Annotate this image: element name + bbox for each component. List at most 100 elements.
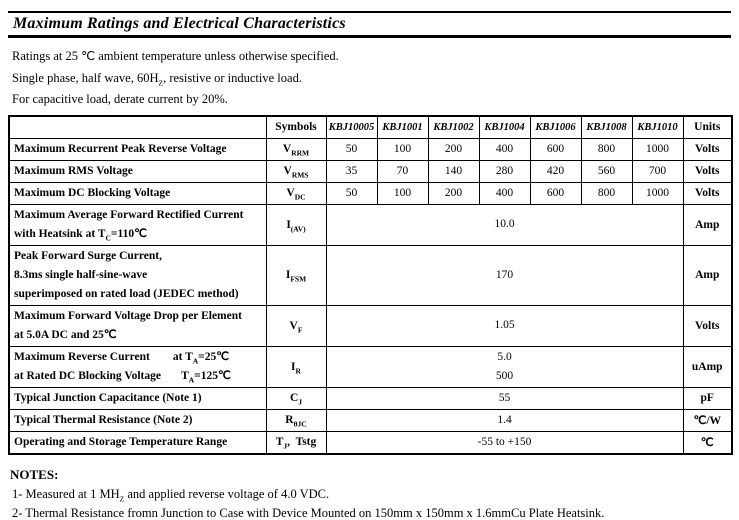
unit-cell: uAmp	[682, 345, 733, 388]
symbol-cell: RθJC	[265, 408, 327, 432]
unit-cell: Volts	[682, 304, 733, 347]
value-cell: 560	[580, 159, 633, 183]
value-cell: 1000	[631, 181, 684, 205]
symbol-cell: VDC	[265, 181, 327, 205]
param-line: Maximum Average Forward Rectified Curren…	[14, 208, 244, 221]
value-line: 5.0	[497, 350, 512, 363]
param-line: Maximum Recurrent Peak Reverse Voltage	[14, 142, 227, 155]
model-header: KBJ1010	[631, 115, 684, 139]
param-cell: Maximum Recurrent Peak Reverse Voltage	[8, 137, 267, 161]
unit-cell: Volts	[682, 159, 733, 183]
notes-heading: NOTES:	[10, 466, 59, 482]
value-line: 10.0	[494, 218, 515, 230]
param-line: at Rated DC Blocking Voltage TA=125℃	[14, 369, 231, 384]
param-line: Typical Junction Capacitance (Note 1)	[14, 391, 202, 404]
table-header-row: Symbols KBJ10005 KBJ1001 KBJ1002 KBJ1004 KBJ1…	[8, 115, 733, 139]
value-cell: 10.0	[325, 203, 684, 246]
param-cell: Maximum Reverse Current at TA=25℃ at Rate…	[8, 345, 267, 388]
param-cell: Maximum Forward Voltage Drop per Element…	[8, 304, 267, 347]
top-rule	[8, 11, 731, 13]
param-header	[8, 115, 267, 139]
page-title: Maximum Ratings and Electrical Character…	[13, 15, 346, 32]
unit-cell: Amp	[682, 203, 733, 246]
units-header: Units	[682, 115, 733, 139]
table-row: Maximum Average Forward Rectified Curren…	[8, 203, 733, 246]
value-cell: 400	[478, 137, 531, 161]
table-row: Typical Thermal Resistance (Note 2) RθJC 1…	[8, 408, 733, 432]
param-line: Maximum Reverse Current at TA=25℃	[14, 350, 230, 365]
table-head: Symbols KBJ10005 KBJ1001 KBJ1002 KBJ1004 KBJ1…	[8, 115, 733, 139]
intro-line-capacitive: For capacitive load, derate current by 2…	[12, 92, 228, 106]
unit-cell: ℃	[682, 430, 733, 454]
value-cell: 200	[427, 137, 480, 161]
value-cell: 800	[580, 181, 633, 205]
table-row: Typical Junction Capacitance (Note 1) CJ 5…	[8, 386, 733, 410]
value-cell: 5.0 500	[325, 345, 684, 388]
param-line: at 5.0A DC and 25℃	[14, 328, 117, 341]
value-cell: 140	[427, 159, 480, 183]
value-cell: 170	[325, 244, 684, 306]
param-cell: Operating and Storage Temperature Range	[8, 430, 267, 454]
value-cell: 600	[529, 137, 582, 161]
value-cell: 1.05	[325, 304, 684, 347]
symbol-cell: IR	[265, 345, 327, 388]
param-cell: Maximum DC Blocking Voltage	[8, 181, 267, 205]
param-line: Maximum RMS Voltage	[14, 164, 133, 177]
param-line: Maximum Forward Voltage Drop per Element	[14, 309, 242, 322]
unit-cell: pF	[682, 386, 733, 410]
note-item-1: 1- Measured at 1 MHZ and applied reverse…	[12, 487, 330, 504]
model-header: KBJ10005	[325, 115, 378, 139]
param-cell: Typical Thermal Resistance (Note 2)	[8, 408, 267, 432]
param-line: Maximum DC Blocking Voltage	[14, 186, 171, 199]
value-cell: 800	[580, 137, 633, 161]
param-line: with Heatsink at TC=110℃	[14, 227, 147, 242]
param-cell: Peak Forward Surge Current, 8.3ms single …	[8, 244, 267, 306]
value-line: 55	[498, 391, 511, 404]
value-cell: 400	[478, 181, 531, 205]
value-cell: 70	[376, 159, 429, 183]
title-underline-rule	[8, 35, 731, 38]
table-row: Maximum DC Blocking Voltage VDC 50 100 200 40…	[8, 181, 733, 205]
intro-line-ratings: Ratings at 25 ℃ ambient temperature unle…	[12, 49, 339, 63]
table-row: Maximum RMS Voltage VRMS 35 70 140 280 420 560 7…	[8, 159, 733, 183]
value-cell: 50	[325, 181, 378, 205]
table-row: Peak Forward Surge Current, 8.3ms single …	[8, 244, 733, 306]
value-cell: 420	[529, 159, 582, 183]
unit-cell: Amp	[682, 244, 733, 306]
value-cell: -55 to +150	[325, 430, 684, 454]
table-row: Maximum Reverse Current at TA=25℃ at Rate…	[8, 345, 733, 388]
value-cell: 1.4	[325, 408, 684, 432]
value-cell: 100	[376, 181, 429, 205]
notes-section: NOTES: 1- Measured at 1 MHZ and applied …	[8, 467, 731, 520]
table-row: Maximum Recurrent Peak Reverse Voltage VR…	[8, 137, 733, 161]
value-line: 500	[495, 369, 514, 382]
symbol-cell: IFSM	[265, 244, 327, 306]
symbol-cell: VRMS	[265, 159, 327, 183]
value-cell: 600	[529, 181, 582, 205]
symbol-cell: CJ	[265, 386, 327, 410]
value-cell: 280	[478, 159, 531, 183]
ratings-table: Symbols KBJ10005 KBJ1001 KBJ1002 KBJ1004 KBJ1…	[8, 114, 733, 455]
model-header: KBJ1006	[529, 115, 582, 139]
symbol-cell: TJ, Tstg	[265, 430, 327, 454]
param-cell: Typical Junction Capacitance (Note 1)	[8, 386, 267, 410]
value-cell: 55	[325, 386, 684, 410]
value-line: 170	[495, 268, 514, 281]
table-body: Maximum Recurrent Peak Reverse Voltage VR…	[8, 137, 733, 454]
value-cell: 700	[631, 159, 684, 183]
model-header: KBJ1002	[427, 115, 480, 139]
param-line: Typical Thermal Resistance (Note 2)	[14, 413, 193, 426]
param-line: superimposed on rated load (JEDEC method…	[14, 287, 239, 300]
unit-cell: Volts	[682, 137, 733, 161]
symbols-header: Symbols	[265, 115, 327, 139]
note-item-2: 2- Thermal Resistance fromn Junction to …	[12, 505, 605, 520]
value-line: 1.05	[494, 319, 515, 331]
symbol-cell: I(AV)	[265, 203, 327, 246]
param-cell: Maximum Average Forward Rectified Curren…	[8, 203, 267, 246]
value-line: 1.4	[497, 413, 512, 426]
model-header: KBJ1008	[580, 115, 633, 139]
param-line: Operating and Storage Temperature Range	[14, 435, 228, 448]
value-cell: 200	[427, 181, 480, 205]
param-cell: Maximum RMS Voltage	[8, 159, 267, 183]
intro-line-phase: Single phase, half wave, 60HZ, resistive…	[12, 70, 302, 87]
